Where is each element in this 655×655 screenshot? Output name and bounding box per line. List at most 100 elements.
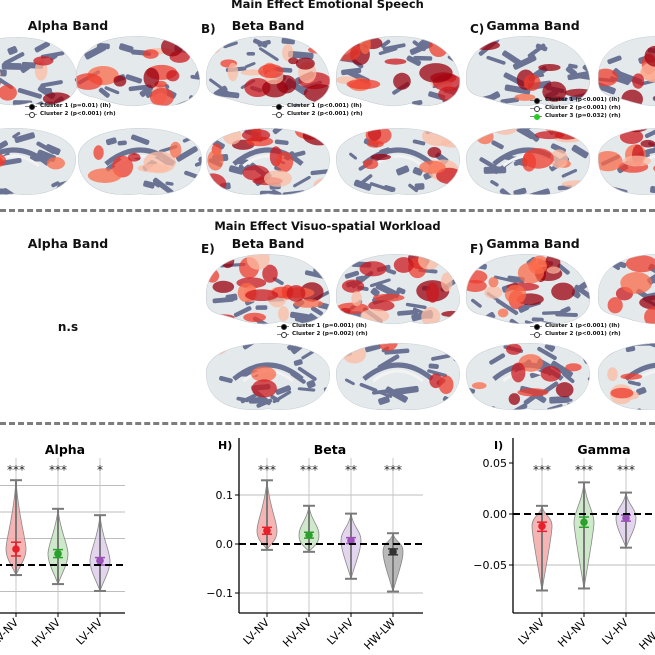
cortex-outline xyxy=(466,343,590,410)
sulcus xyxy=(359,382,378,393)
significance-stars: *** xyxy=(384,463,402,477)
violin-chart-beta: BetaH)0.10.0−0.1***LV-NV***HV-NV**LV-HV*… xyxy=(206,438,423,652)
activation-cluster xyxy=(620,373,643,380)
sulcus xyxy=(258,47,279,62)
cluster-3-marker-icon xyxy=(530,113,542,120)
panel-title-beta-emotional: Beta Band xyxy=(231,18,305,33)
sulcus xyxy=(408,183,419,193)
activation-cluster xyxy=(346,79,381,90)
activation-cluster xyxy=(523,74,541,91)
sulcus xyxy=(248,397,264,404)
sulcus xyxy=(567,70,590,81)
cortex-outline xyxy=(206,254,330,325)
sulcus xyxy=(233,306,252,318)
legend-entry: Cluster 3 (p=0.032) (rh) xyxy=(545,113,621,119)
sulcus xyxy=(349,152,358,160)
activation-cluster xyxy=(508,393,521,405)
panel-letter-c: C) xyxy=(470,22,485,36)
activation-cluster xyxy=(419,63,453,83)
activation-cluster xyxy=(619,129,644,145)
legend-entry: Cluster 1 (p<0.001) (lh) xyxy=(545,323,620,329)
sulcus xyxy=(98,87,110,98)
activation-cluster xyxy=(288,57,299,65)
sulcus xyxy=(293,175,311,188)
activation-cluster xyxy=(534,131,565,140)
corpus-callosum xyxy=(232,362,304,381)
activation-cluster xyxy=(607,297,623,314)
sulcus xyxy=(489,353,506,365)
sulcus xyxy=(198,156,202,166)
sulcus xyxy=(36,141,56,154)
legend-entry: Cluster 1 (p<0.001) (lh) xyxy=(545,97,620,103)
sulcus xyxy=(383,185,396,192)
sulcus xyxy=(499,188,513,195)
activation-cluster xyxy=(466,279,487,293)
activation-cluster xyxy=(550,149,568,169)
sulcus xyxy=(194,157,202,167)
violin-lv-hv: ** LV-HV xyxy=(325,463,362,647)
violin-hv-nv: *** HV-NV xyxy=(29,463,69,650)
y-tick-label: −0.1 xyxy=(206,587,233,600)
legend-entry: Cluster 2 (p<0.001) (rh) xyxy=(545,105,621,111)
sulcus xyxy=(51,181,60,188)
sulcus xyxy=(143,180,155,189)
activation-cluster xyxy=(137,163,169,173)
activation-cluster xyxy=(644,45,655,67)
activation-cluster xyxy=(471,382,487,390)
x-tick-label: HW-LW xyxy=(362,616,399,653)
sulcus xyxy=(125,74,143,84)
activation-cluster xyxy=(295,57,315,70)
activation-cluster xyxy=(262,264,278,283)
sulcus xyxy=(516,128,535,140)
sulcus xyxy=(3,52,25,66)
sulcus xyxy=(428,363,439,369)
cortex-surface xyxy=(598,36,655,107)
sulcus xyxy=(627,380,641,387)
cortex-outline xyxy=(78,128,202,195)
activation-cluster xyxy=(261,79,288,98)
sulcus xyxy=(394,385,419,395)
legend-entry: Cluster 1 (p=0.01) (lh) xyxy=(40,103,111,109)
legend-gamma-workload: Cluster 1 (p<0.001) (lh) Cluster 2 (p<0.… xyxy=(530,322,621,338)
x-tick-label: HV-NV xyxy=(280,616,314,650)
cluster-1-marker-icon xyxy=(272,103,284,110)
sulcus xyxy=(17,88,42,99)
activation-cluster xyxy=(278,306,289,322)
violin-lv-nv: *** LV-NV xyxy=(241,463,278,647)
cortex-outline xyxy=(466,36,590,107)
activation-cluster xyxy=(276,151,294,173)
activation-cluster xyxy=(242,165,270,181)
sulcus xyxy=(310,306,323,316)
activation-cluster xyxy=(517,388,549,397)
activation-cluster xyxy=(46,157,65,170)
activation-cluster xyxy=(263,170,292,187)
section-divider xyxy=(0,209,655,212)
mean-point xyxy=(622,514,630,522)
significance-stars: *** xyxy=(575,463,593,477)
brain-medial-view xyxy=(78,128,202,195)
activation-cluster xyxy=(359,261,387,277)
activation-cluster xyxy=(440,272,453,292)
activation-cluster xyxy=(542,81,567,102)
violin-lv-hv: *** LV-HV xyxy=(600,463,637,647)
activation-cluster xyxy=(227,62,239,82)
cluster-1-marker-icon xyxy=(530,323,542,330)
sulcus xyxy=(531,317,544,322)
activation-cluster xyxy=(286,285,306,302)
activation-cluster xyxy=(540,366,561,382)
sulcus xyxy=(34,41,50,53)
activation-cluster xyxy=(246,254,270,270)
activation-cluster xyxy=(251,379,277,398)
activation-cluster xyxy=(363,158,379,170)
sulcus xyxy=(491,140,504,150)
sulcus xyxy=(223,41,238,49)
cortex-outline xyxy=(76,36,200,107)
activation-cluster xyxy=(639,295,655,310)
sulcus xyxy=(382,43,406,51)
cortex-outline xyxy=(336,36,460,107)
activation-cluster xyxy=(598,151,623,172)
x-tick-label: LV-NV xyxy=(0,616,21,648)
activation-cluster xyxy=(484,286,503,299)
sulcus xyxy=(405,302,427,310)
activation-cluster xyxy=(384,58,407,65)
